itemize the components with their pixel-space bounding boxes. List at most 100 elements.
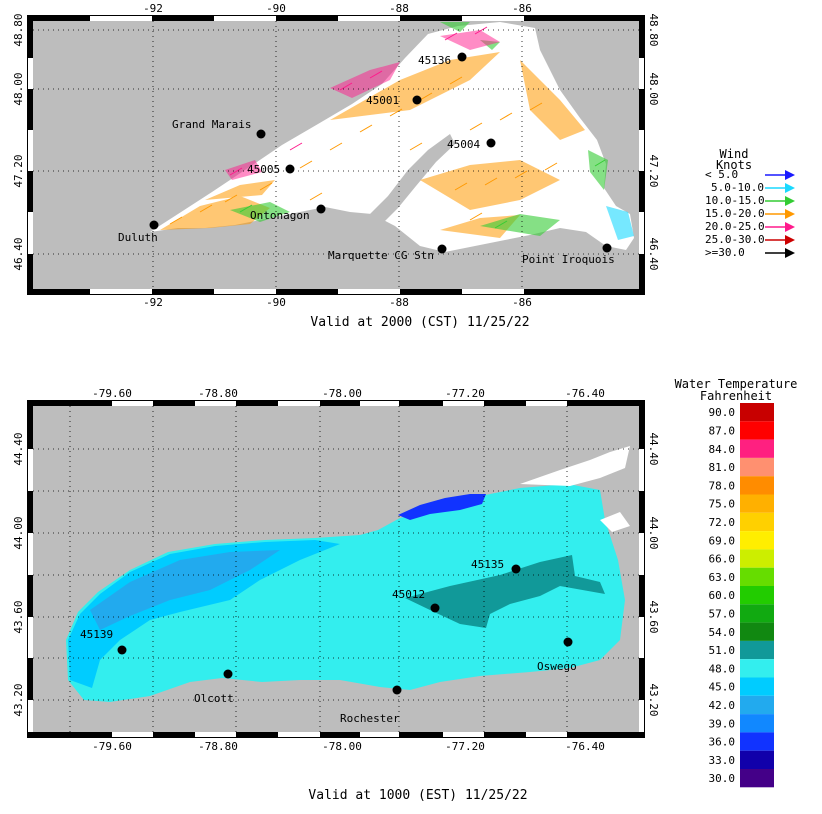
station-label: 45004 <box>447 138 480 151</box>
wind-legend-label: 5.0-10.0 <box>711 181 764 194</box>
superior-wind-field-orange <box>160 52 585 238</box>
temperature-legend-label: 75.0 <box>709 498 736 511</box>
ontario-frame <box>27 400 645 738</box>
temperature-legend-label: 87.0 <box>709 424 736 437</box>
ontario-tick-lat-right: 43.60 <box>647 600 660 633</box>
temperature-legend-swatch <box>740 622 774 641</box>
superior-tick-lat-right: 48.00 <box>647 72 660 105</box>
temperature-legend-label: 78.0 <box>709 479 736 492</box>
temperature-legend-units: Fahrenheit <box>700 389 772 403</box>
superior-wind-arrows <box>169 26 606 229</box>
temperature-legend-label: 90.0 <box>709 406 736 419</box>
superior-tick-lon-bottom: -88 <box>389 296 409 309</box>
station-marker <box>392 685 402 695</box>
ontario-tick-lon-top: -79.60 <box>92 387 132 400</box>
station-marker <box>412 95 422 105</box>
ontario-tick-lat-right: 43.20 <box>647 683 660 716</box>
station-label: Point Iroquois <box>522 253 615 266</box>
temperature-legend-label: 81.0 <box>709 461 736 474</box>
station-marker <box>117 645 127 655</box>
station-marker <box>316 204 326 214</box>
temperature-legend-swatch <box>740 457 774 477</box>
superior-frame <box>27 15 645 295</box>
temperature-legend-swatches: 90.0 87.0 84.0 81.0 78.0 75.0 72.0 69.0 66.0 63.0… <box>709 403 774 788</box>
superior-wind-field-pink <box>225 30 500 180</box>
station-marker <box>563 637 573 647</box>
station-label: 45005 <box>247 163 280 176</box>
station-marker <box>223 669 233 679</box>
station-marker <box>486 138 496 148</box>
station-marker <box>256 129 266 139</box>
station-label: Marquette CG Stn <box>328 249 434 262</box>
station-label: 45139 <box>80 628 113 641</box>
temperature-legend-swatch <box>740 421 774 440</box>
ontario-valid-time: Valid at 1000 (EST) 11/25/22 <box>308 788 527 803</box>
station-label: Rochester <box>340 712 400 725</box>
superior-tick-lon-bottom: -86 <box>512 296 532 309</box>
station-marker <box>149 220 159 230</box>
superior-tick-lat-left: 47.20 <box>12 154 25 187</box>
wind-legend-label: 10.0-15.0 <box>705 194 765 207</box>
station-label: Olcott <box>194 692 234 705</box>
wind-legend-arrowhead-icon <box>785 235 795 245</box>
superior-tick-lat-right: 47.20 <box>647 154 660 187</box>
temperature-legend: Water Temperature Fahrenheit 90.0 87.0 84.… <box>675 377 798 788</box>
ontario-lat-ticks-left: 43.20 43.60 44.00 44.40 <box>12 432 25 716</box>
superior-tick-lat-right: 48.80 <box>647 13 660 46</box>
station-label: 45001 <box>366 94 399 107</box>
temperature-legend-label: 36.0 <box>709 736 736 749</box>
temperature-legend-swatch <box>740 750 774 769</box>
temperature-legend-title: Water Temperature <box>675 377 798 391</box>
wind-legend-entry: < 5.0 <box>705 168 795 181</box>
wind-legend-arrowhead-icon <box>785 183 795 193</box>
ontario-tick-lat-right: 44.00 <box>647 516 660 549</box>
wind-legend-arrowhead-icon <box>785 170 795 180</box>
temperature-legend-swatch <box>740 512 774 532</box>
temperature-legend-label: 60.0 <box>709 589 736 602</box>
wind-legend-entry: >=30.0 <box>705 246 795 259</box>
temperature-legend-swatch <box>740 769 774 788</box>
temperature-legend-swatch <box>740 677 774 696</box>
station-marker <box>430 603 440 613</box>
ontario-tick-lat-left: 43.20 <box>12 683 25 716</box>
superior-tick-lon-bottom: -92 <box>143 296 163 309</box>
temperature-legend-label: 72.0 <box>709 516 736 529</box>
superior-wind-field-green <box>230 22 608 236</box>
temperature-legend-swatch <box>740 403 774 422</box>
superior-wind-field-cyan <box>606 206 634 240</box>
wind-legend-label: 15.0-20.0 <box>705 207 765 220</box>
ontario-tick-lon-top: -78.80 <box>198 387 238 400</box>
wind-legend-entry: 15.0-20.0 <box>705 207 795 220</box>
station-label: Oswego <box>537 660 577 673</box>
wind-legend-arrowhead-icon <box>785 196 795 206</box>
wind-legend-units: Knots <box>716 158 752 172</box>
superior-map: -92 -90 -88 -86 -92 -90 -88 -86 46.40 47… <box>12 2 660 330</box>
superior-tick-lat-left: 48.00 <box>12 72 25 105</box>
wind-legend-entry: 20.0-25.0 <box>705 220 795 233</box>
temperature-legend-label: 30.0 <box>709 772 736 785</box>
ontario-tick-lon-bottom: -76.40 <box>565 740 605 753</box>
temperature-legend-label: 48.0 <box>709 662 736 675</box>
superior-lon-ticks-bottom: -92 -90 -88 -86 <box>143 296 532 309</box>
wind-legend-entry: 10.0-15.0 <box>705 194 795 207</box>
wind-legend-label: 25.0-30.0 <box>705 233 765 246</box>
ontario-tick-lon-top: -77.20 <box>445 387 485 400</box>
wind-legend-entry: 5.0-10.0 <box>711 181 795 194</box>
wind-legend-label: 20.0-25.0 <box>705 220 765 233</box>
ontario-tick-lon-top: -76.40 <box>565 387 605 400</box>
ontario-stations: 45139 Olcott Rochester 45012 45135 Osweg… <box>80 558 577 725</box>
station-label: Ontonagon <box>250 209 310 222</box>
wind-legend-label: >=30.0 <box>705 246 745 259</box>
temperature-legend-swatch <box>740 604 774 623</box>
station-label: Duluth <box>118 231 158 244</box>
ontario-tick-lat-left: 44.00 <box>12 516 25 549</box>
superior-lat-ticks-right: 46.40 47.20 48.00 48.80 <box>647 13 660 270</box>
superior-tick-lon-top: -86 <box>512 2 532 15</box>
temperature-legend-swatch <box>740 732 774 751</box>
temperature-legend-label: 63.0 <box>709 571 736 584</box>
keweenaw-peninsula <box>370 134 455 222</box>
station-label: 45135 <box>471 558 504 571</box>
temperature-legend-swatch <box>740 476 774 495</box>
temperature-legend-label: 39.0 <box>709 717 736 730</box>
